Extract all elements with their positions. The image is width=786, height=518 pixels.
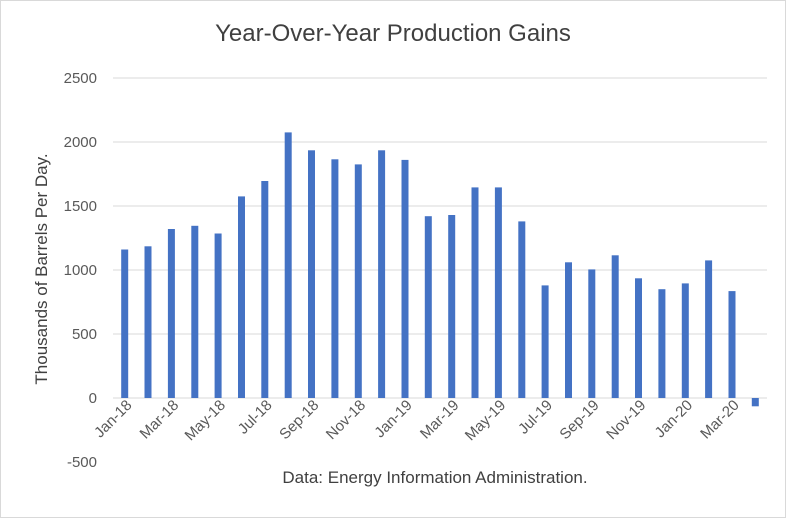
bar [121, 249, 129, 398]
bar [261, 181, 269, 398]
x-tick-label: Mar-19 [417, 397, 463, 443]
y-tick-label: 2500 [64, 70, 97, 87]
x-tick-label: Jan-19 [371, 397, 415, 441]
bar [191, 225, 199, 398]
x-tick-label: Jan-20 [652, 397, 696, 441]
x-tick-label: Mar-20 [697, 397, 743, 443]
bar [728, 291, 736, 398]
bar [448, 215, 456, 398]
bar [308, 150, 315, 398]
bar [354, 164, 362, 398]
bar [681, 283, 689, 398]
bar [635, 278, 642, 398]
bar [238, 196, 245, 398]
y-tick-label: 500 [72, 326, 97, 343]
bar [144, 246, 152, 398]
x-tick-label: Nov-19 [603, 397, 649, 443]
x-tick-label: Nov-18 [323, 397, 369, 443]
bar [378, 150, 386, 398]
bar [518, 221, 526, 398]
bar [588, 269, 596, 398]
y-tick-label: 2000 [64, 134, 97, 151]
y-tick-label: 1500 [64, 198, 97, 215]
bar [331, 159, 339, 398]
bar [494, 187, 502, 398]
bar [611, 255, 619, 398]
bar [424, 216, 432, 398]
x-tick-label: Sep-18 [276, 397, 322, 443]
bar [214, 233, 222, 398]
bar [705, 260, 713, 398]
chart-title: Year-Over-Year Production Gains [215, 20, 571, 47]
x-tick-label: Mar-18 [137, 397, 183, 443]
bar [541, 285, 549, 398]
bar [658, 289, 666, 398]
x-tick-label: Sep-19 [556, 397, 602, 443]
y-tick-label: 0 [89, 390, 97, 407]
bar [167, 229, 175, 398]
x-axis-label: Data: Energy Information Administration. [282, 468, 588, 487]
bar [401, 159, 409, 398]
bar [471, 187, 479, 398]
y-tick-label: 1000 [64, 262, 97, 279]
x-tick-label: Jan-18 [91, 397, 135, 441]
x-tick-label: May-18 [182, 397, 229, 444]
x-tick-label: Jul-19 [515, 397, 556, 438]
bar [751, 398, 759, 407]
x-tick-label: May-19 [462, 397, 509, 444]
y-tick-label: -500 [67, 454, 97, 471]
x-tick-label: Jul-18 [235, 397, 276, 438]
bar [565, 262, 572, 398]
bar [284, 132, 292, 398]
